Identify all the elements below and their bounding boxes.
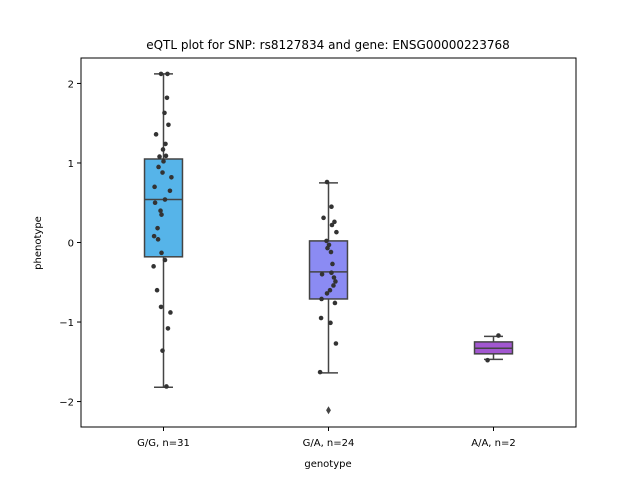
data-point xyxy=(329,270,334,276)
data-point xyxy=(162,197,168,202)
chart-title: eQTL plot for SNP: rs8127834 and gene: E… xyxy=(146,38,510,52)
outlier-marker xyxy=(326,406,331,415)
data-point xyxy=(329,204,334,210)
data-point xyxy=(156,164,161,170)
data-point xyxy=(160,348,165,353)
data-point xyxy=(155,225,160,231)
data-point xyxy=(333,341,339,346)
data-point xyxy=(164,384,169,389)
data-point xyxy=(329,222,335,228)
data-point xyxy=(165,71,170,77)
data-point xyxy=(324,238,329,244)
data-point xyxy=(328,320,333,326)
data-point xyxy=(160,170,165,175)
data-point xyxy=(324,291,330,296)
data-point xyxy=(158,208,163,213)
y-tick-label: −2 xyxy=(59,398,74,409)
data-point xyxy=(328,249,334,255)
data-point xyxy=(166,122,171,128)
data-point xyxy=(485,357,490,363)
data-point xyxy=(157,154,162,159)
data-point xyxy=(161,159,166,164)
data-point xyxy=(332,300,338,306)
data-point xyxy=(162,257,168,263)
data-point xyxy=(327,287,333,293)
data-point xyxy=(152,200,158,206)
data-point xyxy=(159,250,164,256)
data-point xyxy=(158,71,164,77)
data-point xyxy=(158,304,164,310)
data-point xyxy=(163,141,168,147)
data-point xyxy=(169,174,174,180)
data-point xyxy=(333,279,338,284)
data-point xyxy=(151,233,157,239)
data-point xyxy=(319,272,325,277)
data-point xyxy=(151,264,156,269)
data-point xyxy=(168,310,173,315)
data-point xyxy=(162,110,167,116)
data-point xyxy=(155,237,161,242)
data-point xyxy=(321,215,326,221)
data-point xyxy=(153,132,159,137)
y-tick-label: −1 xyxy=(59,318,74,329)
data-point xyxy=(318,315,324,321)
data-point xyxy=(163,153,169,159)
x-tick-label: G/G, n=31 xyxy=(137,438,190,449)
data-point xyxy=(325,245,330,251)
data-point xyxy=(317,369,323,375)
data-point xyxy=(154,287,160,293)
box-group xyxy=(143,73,184,388)
x-tick-label: A/A, n=2 xyxy=(471,438,516,449)
data-point xyxy=(334,229,339,235)
iqr-box xyxy=(308,240,349,300)
plot-area xyxy=(143,71,514,415)
iqr-box xyxy=(143,158,184,258)
data-point xyxy=(330,261,335,267)
y-tick-label: 2 xyxy=(68,79,74,90)
data-point xyxy=(331,283,336,288)
data-point xyxy=(160,147,166,152)
data-point xyxy=(496,333,501,338)
data-point xyxy=(152,184,157,190)
data-point xyxy=(164,95,170,101)
data-point xyxy=(332,219,337,225)
data-point xyxy=(324,179,330,185)
data-point xyxy=(331,275,337,280)
y-tick-label: 0 xyxy=(68,239,74,250)
data-point xyxy=(319,296,324,302)
x-tick-label: G/A, n=24 xyxy=(303,438,355,449)
data-point xyxy=(159,212,164,217)
data-point xyxy=(165,326,171,331)
data-point xyxy=(167,188,173,194)
x-axis-label: genotype xyxy=(304,459,351,470)
y-axis-label: phenotype xyxy=(33,216,44,270)
y-tick-label: 1 xyxy=(68,159,74,170)
